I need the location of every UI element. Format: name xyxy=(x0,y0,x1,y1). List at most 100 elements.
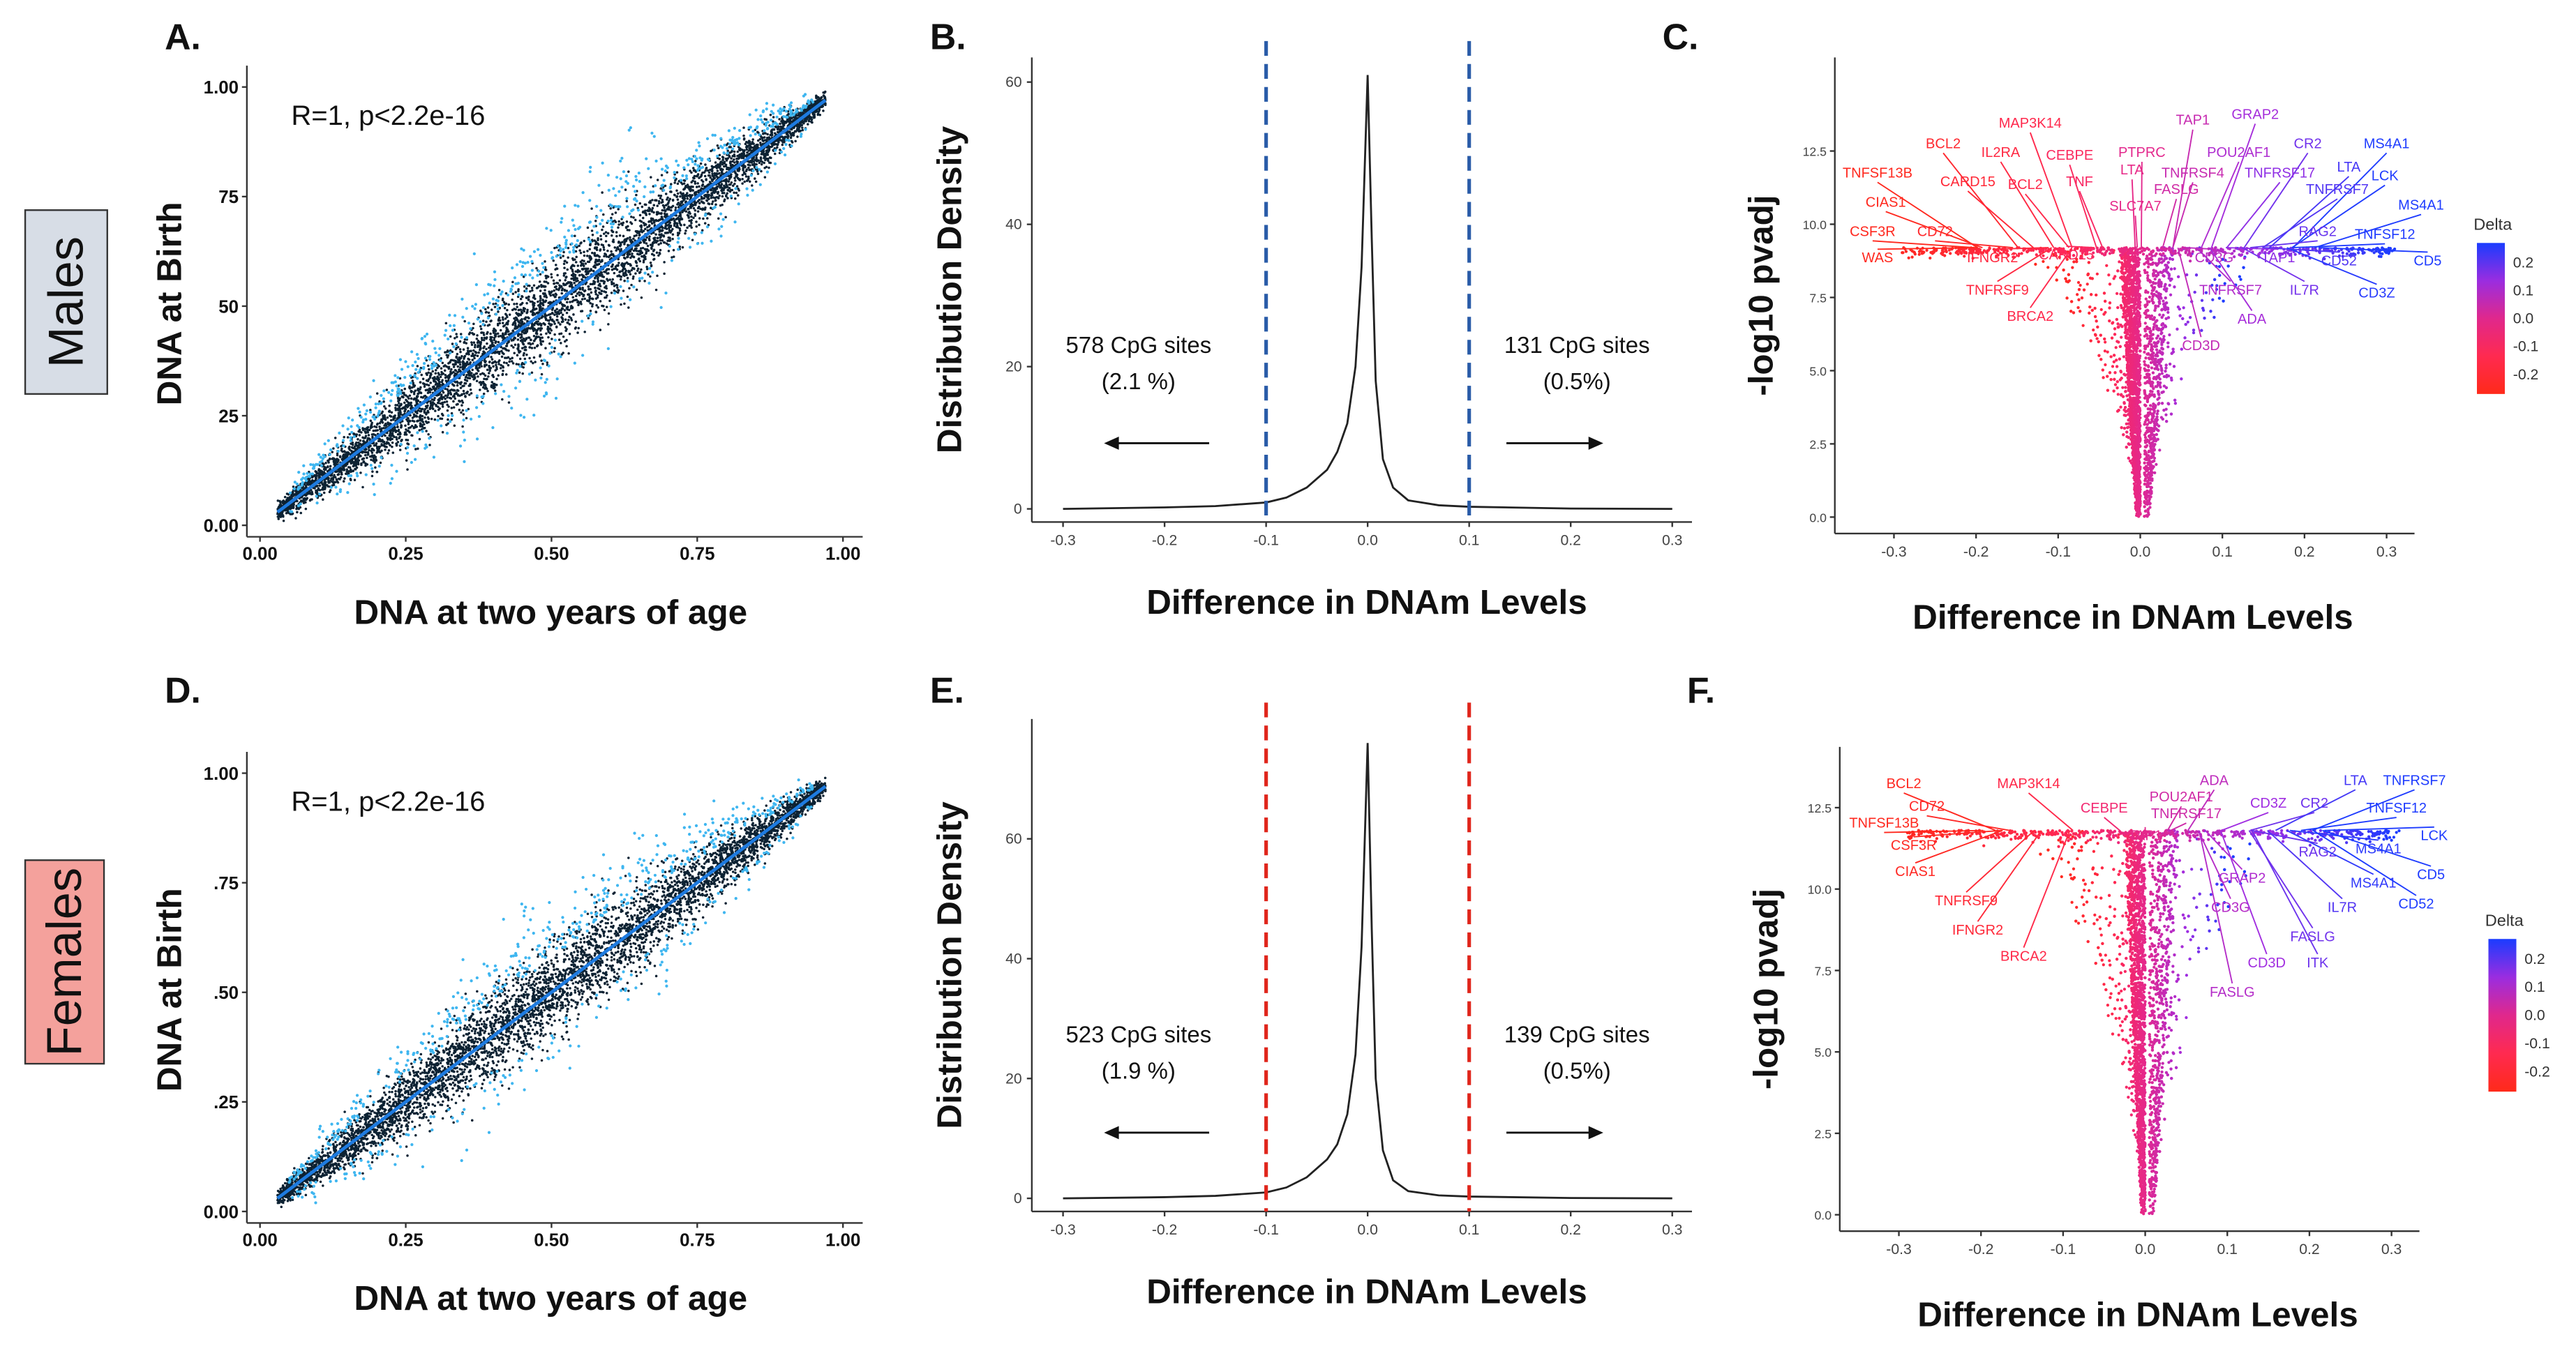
data-point xyxy=(354,468,357,471)
data-point xyxy=(555,326,558,329)
data-point xyxy=(589,301,592,305)
data-point xyxy=(557,288,560,292)
data-point xyxy=(569,282,572,285)
data-point xyxy=(698,217,701,220)
data-point xyxy=(711,179,714,183)
data-point xyxy=(625,220,629,223)
data-point xyxy=(742,156,745,160)
data-point xyxy=(658,233,661,236)
data-point xyxy=(497,316,501,319)
data-point xyxy=(296,499,299,503)
data-point xyxy=(481,338,484,342)
data-point xyxy=(731,184,735,187)
data-point xyxy=(748,146,751,150)
data-point xyxy=(611,234,613,237)
data-point xyxy=(408,386,412,390)
data-point xyxy=(553,347,556,349)
data-point xyxy=(684,232,687,235)
data-point xyxy=(641,216,645,220)
data-point xyxy=(535,331,538,333)
data-point xyxy=(419,425,422,428)
data-point xyxy=(388,410,391,414)
data-point xyxy=(588,256,591,259)
data-point xyxy=(690,203,694,206)
data-point xyxy=(552,279,555,282)
data-point xyxy=(663,272,666,276)
data-point xyxy=(543,285,546,288)
data-point xyxy=(455,356,458,359)
data-point xyxy=(449,391,452,394)
data-point xyxy=(279,504,282,507)
data-point xyxy=(429,372,433,375)
data-point xyxy=(476,334,479,337)
data-point xyxy=(599,279,603,282)
data-point xyxy=(736,150,740,153)
data-point xyxy=(699,162,703,165)
data-point xyxy=(375,392,379,395)
data-point xyxy=(507,401,511,404)
data-point xyxy=(671,233,675,236)
data-point xyxy=(805,117,809,121)
data-point xyxy=(792,134,795,137)
data-point xyxy=(557,321,560,324)
data-point xyxy=(452,365,456,368)
data-point xyxy=(468,370,471,373)
y-tick-label: 1.00 xyxy=(204,78,239,98)
data-point xyxy=(678,229,682,232)
data-point xyxy=(481,372,484,375)
data-point xyxy=(532,329,535,333)
data-point xyxy=(409,402,412,405)
data-point xyxy=(592,280,595,282)
data-point xyxy=(418,416,421,418)
data-point xyxy=(678,245,681,248)
data-point xyxy=(593,239,597,242)
data-point xyxy=(707,202,710,205)
data-point xyxy=(400,439,403,442)
data-point xyxy=(620,222,623,225)
data-point xyxy=(513,308,516,310)
data-point xyxy=(391,441,394,444)
data-point xyxy=(562,352,564,354)
data-point xyxy=(663,261,666,264)
data-point xyxy=(656,212,659,216)
data-point xyxy=(364,435,368,437)
data-point xyxy=(605,234,608,237)
data-point xyxy=(772,116,775,119)
data-point xyxy=(634,218,637,222)
data-point xyxy=(726,179,728,182)
data-point xyxy=(747,175,750,179)
data-point xyxy=(458,358,461,361)
data-point xyxy=(419,391,422,394)
data-point xyxy=(412,420,416,423)
data-point xyxy=(539,299,541,302)
data-point xyxy=(542,301,546,303)
data-point xyxy=(534,297,537,301)
data-point xyxy=(419,386,422,389)
data-point xyxy=(362,439,365,443)
data-point xyxy=(366,463,369,466)
data-point xyxy=(339,476,343,479)
data-point xyxy=(587,285,590,288)
data-point xyxy=(646,225,649,229)
data-point xyxy=(589,243,592,247)
data-point xyxy=(720,170,724,173)
data-point xyxy=(698,205,701,209)
data-point xyxy=(733,161,736,164)
data-point xyxy=(497,363,500,365)
data-point xyxy=(759,143,763,146)
data-point xyxy=(441,361,444,365)
data-point xyxy=(467,393,471,396)
data-point xyxy=(378,445,381,448)
data-point xyxy=(695,220,698,223)
data-point xyxy=(334,481,337,484)
data-point xyxy=(461,425,464,428)
data-point xyxy=(330,474,334,477)
data-point xyxy=(326,477,329,481)
data-point xyxy=(629,273,632,276)
data-point xyxy=(445,400,449,403)
data-point xyxy=(465,391,468,394)
data-point xyxy=(375,470,378,474)
data-point xyxy=(416,365,419,368)
data-point xyxy=(636,264,638,268)
